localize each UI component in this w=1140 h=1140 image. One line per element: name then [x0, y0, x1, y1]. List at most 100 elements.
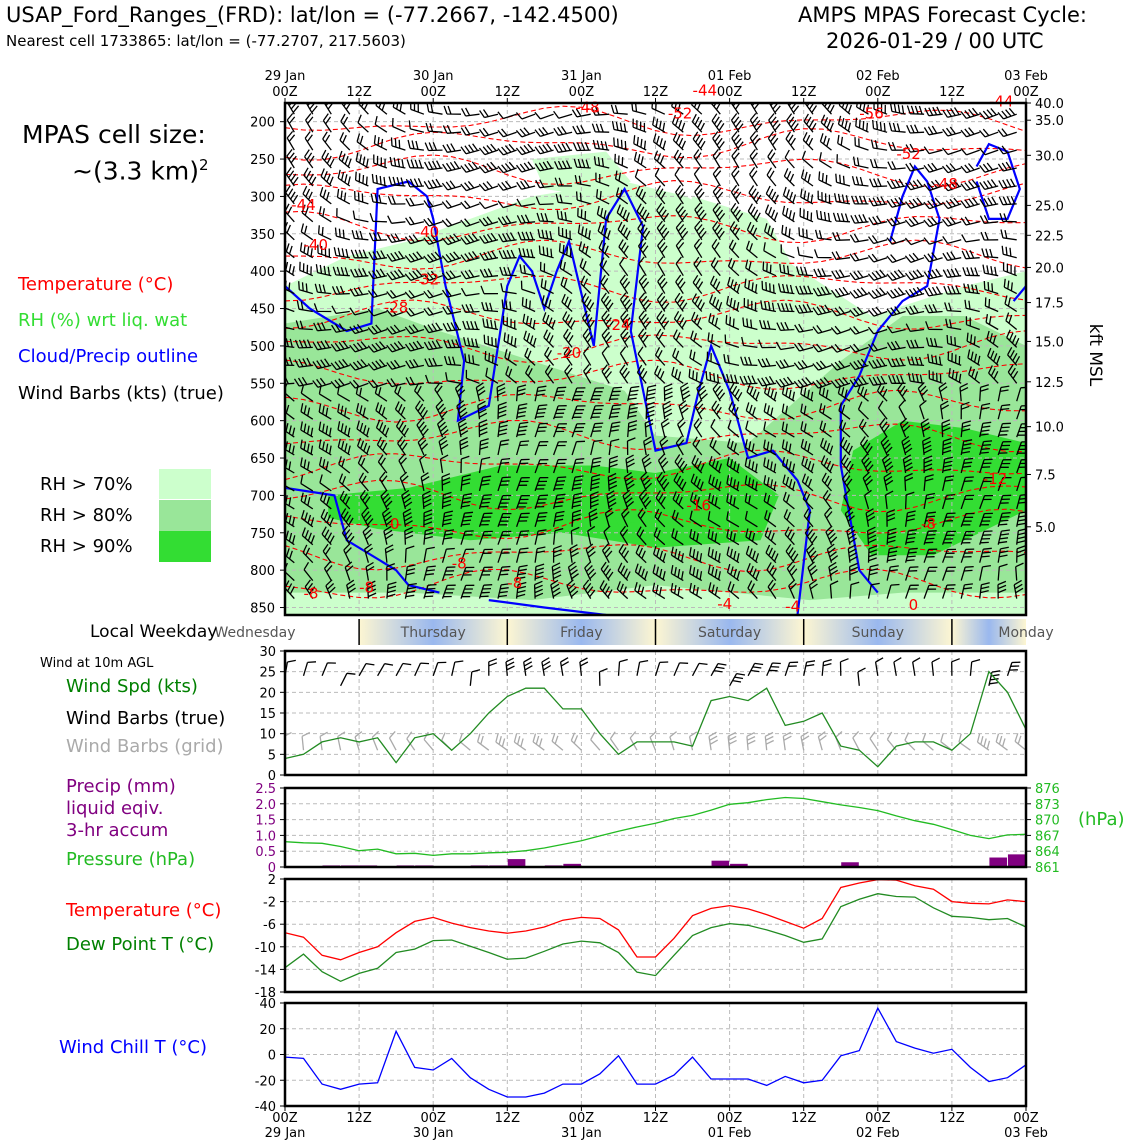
legend-cloud: Cloud/Precip outline [18, 346, 199, 367]
wind-barb-539 [637, 221, 651, 241]
wind-barb-686 [723, 354, 740, 367]
wind-barb-1046 [963, 283, 980, 295]
wind-barb-73 [318, 403, 332, 420]
wind-barb-914 [879, 418, 890, 438]
cell-size-text: ~(3.3 km) [72, 156, 199, 186]
wind-barb-972 [923, 455, 933, 473]
wind-barb-31 [304, 149, 315, 169]
wind-barb-619 [693, 149, 703, 169]
wind-barb-697 [726, 546, 740, 564]
wind-barb-564 [654, 167, 666, 187]
wind-barb-975 [923, 511, 936, 527]
wc-ticks-label-2: 0 [268, 1049, 276, 1064]
wind-barb-114 [356, 133, 369, 151]
wind-barb-448 [571, 108, 591, 118]
grid-barb-17 [590, 731, 601, 751]
wind-barb-768 [776, 321, 795, 332]
wind-barb-480 [595, 172, 610, 187]
wind-barb-843 [836, 154, 851, 169]
wind-barb-333 [497, 548, 512, 563]
wind-barb-458 [580, 275, 592, 295]
wind-barb-303 [478, 512, 493, 528]
wind-barb-793 [795, 266, 814, 277]
wind-barb-967 [907, 372, 925, 384]
wind-barb-108 [341, 525, 355, 546]
wind-barb-1002 [941, 493, 955, 510]
wind-barb-115 [355, 152, 369, 169]
wind-barb-375 [521, 297, 536, 313]
wind-barb-1062 [979, 564, 991, 581]
wind-barb-296 [475, 382, 486, 402]
wind-barb-744 [763, 384, 778, 402]
wind-barb-805 [801, 473, 814, 492]
wind-barb-623 [694, 220, 707, 241]
wind-barb-833 [821, 472, 833, 492]
wind-barb-923 [886, 583, 900, 599]
wind-barb-943 [901, 435, 913, 456]
wind-barb-323 [485, 367, 499, 384]
grid-barb-29 [817, 731, 827, 751]
p-tick-label-7: 550 [250, 377, 275, 392]
wind-barb-65 [315, 264, 332, 277]
wind-barb-412 [552, 458, 567, 474]
wind-barb-1001 [941, 475, 955, 492]
wind-barb-347 [501, 299, 517, 313]
wind-barb-1107 [1007, 364, 1019, 384]
p-tick-label-4: 400 [250, 265, 275, 280]
wind-barb-366 [515, 143, 536, 156]
pressure-axis: 200 250 300 350 400 450 500 550 600 650 700 750 800 8… [250, 116, 285, 617]
wind-barb-345 [499, 266, 517, 277]
wind-barb-835 [824, 507, 833, 528]
pp-ticks-label-0: 0 [268, 861, 276, 876]
wind-barb-186 [395, 418, 409, 438]
wind-barb-304 [478, 530, 493, 545]
wind-barb-522 [627, 420, 638, 438]
wind-barb-542 [638, 274, 650, 294]
wind-barb-301 [478, 475, 492, 492]
wind-barb-556 [636, 526, 647, 546]
cell-size-value: ~(3.3 km)2 [72, 156, 209, 185]
p-tick-label-13: 850 [250, 602, 275, 617]
wind-barb-929 [886, 197, 906, 208]
wind-barb-453 [575, 191, 591, 205]
wind-barb-230 [423, 217, 443, 227]
wind-barb-1025 [960, 401, 970, 420]
wind-barb-773 [781, 403, 795, 420]
kft-tick-label-9: 10.0 [1035, 421, 1064, 436]
true-barb-23 [710, 662, 727, 677]
wind-barb-529 [618, 544, 630, 564]
temp-label-1: -52 [668, 105, 693, 123]
wind-barb-237 [423, 339, 443, 351]
wind-barb-484 [598, 239, 610, 259]
wind-barb-471 [588, 508, 598, 527]
wind-barb-763 [781, 224, 795, 241]
wind-barb-445 [569, 544, 580, 563]
wind-barb-927 [887, 161, 906, 171]
wind-barb-395 [534, 160, 554, 172]
wind-barb-870 [854, 137, 869, 151]
wind-barb-279 [460, 584, 475, 599]
wind-barb-1051 [968, 366, 981, 384]
wind-barb-427 [558, 226, 573, 241]
wind-barb-75 [318, 439, 332, 456]
cloud-outline-3 [975, 142, 1021, 220]
wind-barb-436 [571, 387, 586, 402]
wind-barb-812 [821, 103, 835, 115]
wind-barb-778 [782, 491, 795, 510]
wind-barb-5 [285, 185, 299, 205]
wind-barb-896 [873, 103, 888, 115]
wind-barb-717 [745, 402, 758, 420]
wind-barb-936 [886, 325, 906, 334]
wind-ticks-label-2: 10 [259, 728, 276, 743]
wind-barb-343 [498, 232, 517, 243]
wind-barb-886 [858, 418, 869, 438]
wind-barb-954 [905, 143, 925, 153]
bottom-hour-label-7: 12Z [791, 1111, 817, 1126]
wind-barb-391 [533, 580, 544, 599]
wind-barb-624 [693, 238, 703, 259]
p-tick-label-3: 350 [250, 228, 275, 243]
top-hour-label-6: 00Z [717, 85, 743, 100]
temp-label-14: -16 [686, 496, 711, 514]
wind-barb-757 [786, 113, 799, 133]
